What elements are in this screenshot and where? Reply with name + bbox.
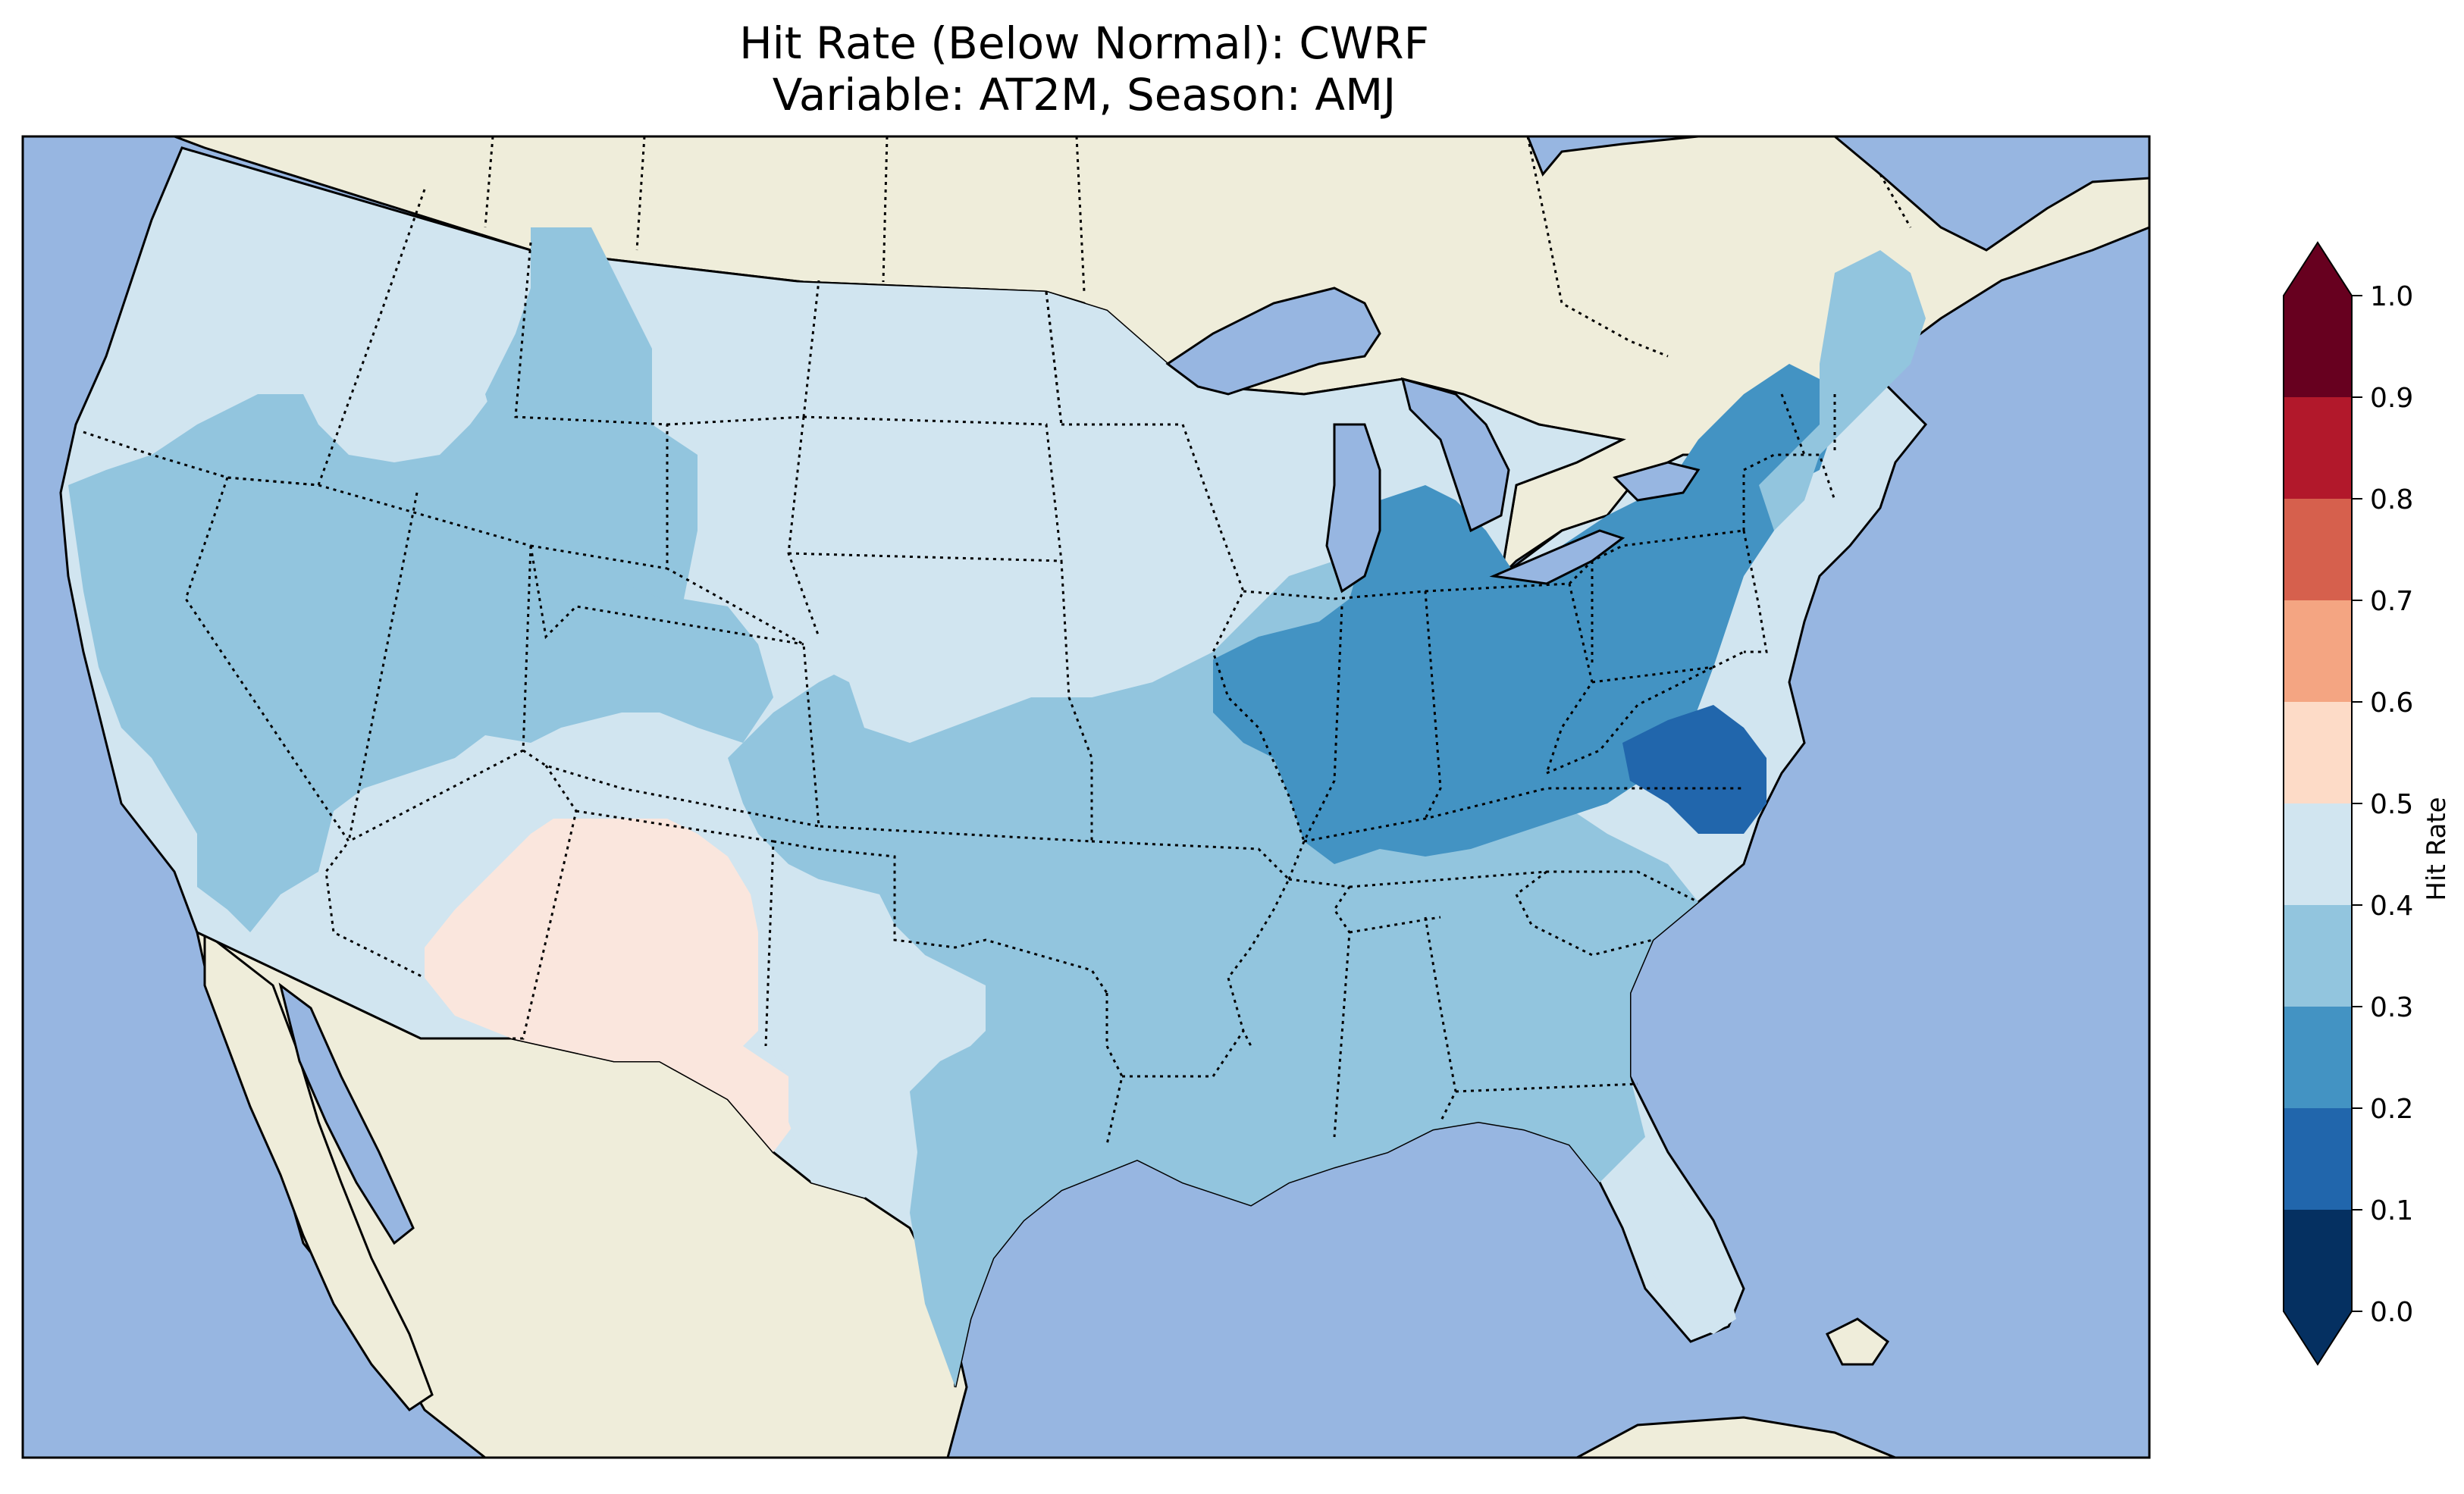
colorbar-tick-label: 0.9 xyxy=(2370,383,2413,414)
lake-michigan xyxy=(1325,423,1381,594)
lake-ontario xyxy=(1613,461,1701,502)
colorbar-segment xyxy=(2284,600,2352,702)
colorbar-segment xyxy=(2284,397,2352,499)
colorbar-segments xyxy=(2283,241,2353,1366)
map-frame xyxy=(21,135,2151,1459)
colorbar-tick-label: 0.5 xyxy=(2370,789,2413,820)
international-borders xyxy=(484,136,1912,358)
region-great-basin xyxy=(68,379,773,932)
chart-title-line-2: Variable: AT2M, Season: AMJ xyxy=(772,69,1397,121)
region-virginia xyxy=(1622,705,1766,834)
colorbar-tick-label: 0.4 xyxy=(2370,891,2413,922)
map-layers xyxy=(23,136,2149,1458)
hit-rate-regions xyxy=(68,227,1926,1387)
colorbar-segment xyxy=(2284,296,2352,397)
colorbar-segment xyxy=(2284,905,2352,1007)
colorbar-tick-label: 0.7 xyxy=(2370,586,2413,617)
great-lakes xyxy=(1165,287,1701,594)
baja-peninsula xyxy=(203,929,434,1411)
lake-superior xyxy=(1165,287,1381,396)
lake-huron xyxy=(1400,377,1510,533)
colorbar-ticks: 0.0 0.1 0.2 0.3 0.4 0.5 0.6 0.7 0.8 0.9 1.0 xyxy=(2352,281,2413,1328)
region-texas-light xyxy=(758,879,925,1198)
colorbar-segment xyxy=(2284,1210,2352,1311)
colorbar-segment xyxy=(2284,1108,2352,1210)
colorbar-tick-label: 0.8 xyxy=(2370,484,2413,515)
colorbar-tick-label: 0.1 xyxy=(2370,1195,2413,1226)
gulf-of-california xyxy=(278,982,415,1245)
region-southwest xyxy=(425,819,796,1152)
colorbar-under-extension xyxy=(2284,1311,2352,1364)
colorbar-segment xyxy=(2284,803,2352,905)
state-borders xyxy=(83,189,1836,1145)
colorbar-tick-label: 0.2 xyxy=(2370,1094,2413,1125)
south-land xyxy=(1576,1416,1896,1458)
colorbar-tick-label: 0.3 xyxy=(2370,992,2413,1023)
colorbar-segment xyxy=(2284,702,2352,803)
colorbar-segment xyxy=(2284,499,2352,600)
chart-title-line-1: Hit Rate (Below Normal): CWRF xyxy=(739,17,1429,69)
colorbar-over-extension xyxy=(2284,243,2352,296)
colorbar-label: Hit Rate xyxy=(2422,797,2452,900)
cuba xyxy=(1825,1317,1890,1366)
region-florida xyxy=(1607,1167,1736,1334)
lake-erie xyxy=(1489,529,1625,585)
colorbar-tick-label: 0.6 xyxy=(2370,687,2413,719)
region-new-england xyxy=(1759,250,1926,531)
colorbar-tick-label: 1.0 xyxy=(2370,281,2413,312)
colorbar-segment xyxy=(2284,1007,2352,1108)
region-northern-plains xyxy=(773,282,1259,728)
colorbar-tick-label: 0.0 xyxy=(2370,1297,2413,1328)
region-montana-wyoming xyxy=(485,227,698,606)
